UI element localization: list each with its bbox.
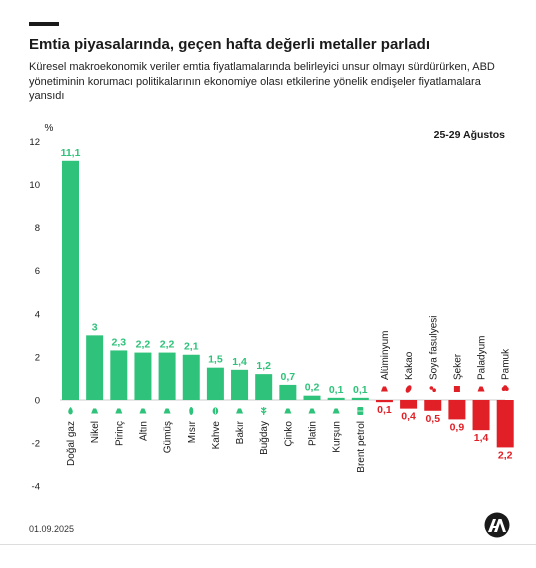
accent-bar: [29, 22, 59, 26]
bar: [110, 350, 128, 400]
metal-icon: [139, 408, 147, 414]
category-label: Mısır: [187, 420, 198, 443]
data-label: 2,2: [498, 449, 513, 461]
coffee-icon: [212, 407, 219, 415]
category-label: Kahve: [211, 421, 222, 450]
sugar-icon: [453, 386, 460, 392]
category-label: Brent petrol: [356, 421, 367, 473]
category-label: Soya fasulyesi: [428, 316, 439, 380]
bar: [158, 352, 176, 400]
metal-icon: [236, 408, 244, 414]
corn-icon: [189, 407, 194, 415]
data-label: 11,1: [61, 147, 81, 159]
category-label: Pirinç: [114, 421, 125, 446]
category-label: Kurşun: [332, 421, 343, 453]
bar: [327, 397, 345, 400]
metal-icon: [115, 408, 123, 414]
category-label: Paladyum: [477, 336, 488, 380]
bar: [134, 352, 152, 400]
bar: [375, 400, 393, 403]
y-tick-label: 2: [35, 352, 40, 363]
bar: [255, 374, 273, 400]
metal-icon: [380, 386, 388, 392]
metal-icon: [91, 408, 99, 414]
data-label: 0,7: [281, 371, 296, 383]
bar: [62, 160, 79, 400]
data-label: 1,2: [256, 360, 271, 372]
category-label: Pamuk: [501, 348, 512, 380]
bar: [86, 335, 104, 400]
data-label: 1,4: [232, 356, 247, 368]
wheat-icon: [260, 407, 267, 415]
metal-icon: [284, 408, 292, 414]
y-tick-label: -4: [32, 482, 40, 493]
bar: [351, 397, 369, 400]
y-tick-label: 6: [35, 266, 40, 277]
y-tick-label: 12: [29, 137, 40, 148]
bar: [206, 367, 224, 400]
bar: [400, 400, 418, 409]
bar: [448, 400, 466, 420]
cocoa-icon: [405, 385, 412, 393]
data-label: 2,2: [160, 339, 175, 351]
y-tick-label: -2: [32, 439, 40, 450]
aa-logo: [484, 512, 510, 538]
category-label: Çinko: [283, 421, 294, 447]
category-label: Buğday: [259, 421, 270, 455]
bar: [303, 395, 321, 400]
bar: [424, 400, 442, 411]
category-label: Doğal gaz: [66, 421, 77, 466]
data-label: 2,3: [111, 336, 126, 348]
bar: [496, 400, 514, 448]
y-tick-label: 4: [35, 309, 40, 320]
bar: [472, 400, 490, 431]
page-subtitle: Küresel makroekonomik veriler emtia fiya…: [29, 61, 495, 102]
bar: [279, 384, 297, 400]
cotton-icon: [501, 385, 509, 391]
data-label: 1,4: [474, 432, 489, 444]
flame-icon: [68, 407, 73, 415]
metal-icon: [477, 386, 485, 392]
data-label: 2,1: [184, 341, 199, 353]
category-label: Kakao: [404, 351, 415, 380]
data-label: 0,5: [425, 413, 440, 425]
data-label: 0,1: [377, 404, 392, 416]
y-tick-label: 10: [29, 180, 40, 191]
data-label: 0,1: [329, 384, 344, 396]
soybean-icon: [429, 386, 436, 393]
category-label: Altın: [138, 421, 149, 441]
data-label: 2,2: [136, 339, 151, 351]
category-label: Gümüş: [163, 421, 174, 453]
data-label: 0,4: [401, 411, 416, 423]
y-tick-label: 0: [35, 396, 40, 407]
category-label: Nikel: [90, 421, 101, 443]
metal-icon: [308, 408, 316, 414]
bar: [182, 354, 200, 400]
category-label: Bakır: [235, 420, 246, 444]
page-title: Emtia piyasalarında, geçen hafta değerli…: [29, 36, 430, 53]
period-label: 25-29 Ağustos: [434, 129, 506, 141]
bar: [231, 369, 249, 400]
y-tick-label: 8: [35, 223, 40, 234]
category-label: Alüminyum: [380, 331, 391, 380]
data-label: 0,1: [353, 384, 368, 396]
metal-icon: [332, 408, 340, 414]
category-label: Platin: [308, 421, 319, 446]
metal-icon: [163, 408, 171, 414]
category-label: Şeker: [452, 353, 463, 380]
oil-barrel-icon: [357, 407, 364, 415]
data-label: 3: [92, 321, 98, 333]
bottom-divider: [0, 544, 536, 545]
publish-date: 01.09.2025: [29, 524, 75, 534]
data-label: 0,2: [305, 382, 320, 394]
y-unit-label: %: [45, 123, 54, 134]
data-label: 1,5: [208, 354, 223, 366]
data-label: 0,9: [450, 421, 465, 433]
